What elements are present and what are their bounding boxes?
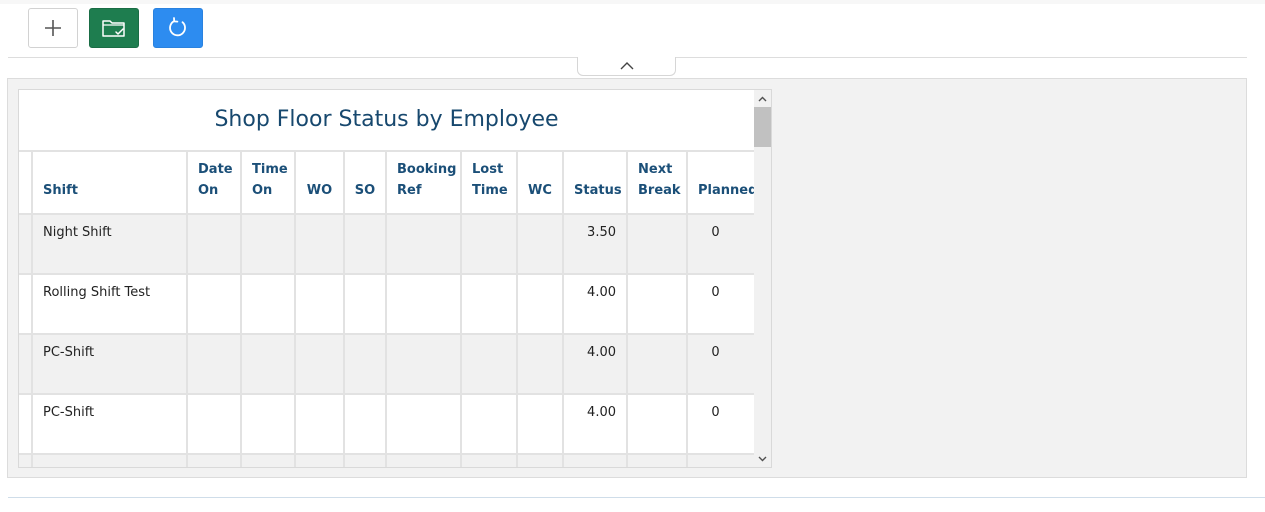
- chevron-down-icon: [758, 456, 767, 461]
- cell-date-on: [186, 273, 242, 335]
- column-header-status[interactable]: Status: [562, 150, 628, 215]
- column-header-shift[interactable]: Shift: [31, 150, 188, 215]
- column-header-next-break[interactable]: Next Break: [626, 150, 688, 215]
- cell-booking-ref: [385, 213, 462, 275]
- plus-icon: [45, 20, 61, 36]
- cell-wc: [516, 273, 564, 335]
- table-row[interactable]: PC-Shift 4.00 0: [19, 333, 754, 395]
- column-header-so[interactable]: SO: [343, 150, 387, 215]
- cell-shift: Night Shift: [31, 213, 188, 275]
- column-header-planned[interactable]: Planned: [686, 150, 754, 215]
- cell-lost-time: [460, 213, 518, 275]
- cell-wo: [294, 273, 345, 335]
- cell-so: [343, 333, 387, 395]
- widget-title: Shop Floor Status by Employee: [19, 90, 754, 152]
- cell-shift: PC-Shift: [31, 333, 188, 395]
- cell-date-on: [186, 213, 242, 275]
- cell-status: 3.50: [562, 213, 628, 275]
- top-strip: [0, 0, 1265, 4]
- cell-wc: [516, 393, 564, 455]
- cell-wo: [294, 393, 345, 455]
- shop-floor-status-widget: Shop Floor Status by Employee Sh: [18, 89, 772, 468]
- cell-so: [343, 273, 387, 335]
- cell-next-break: [626, 333, 688, 395]
- footer-divider: [8, 497, 1265, 498]
- table-row[interactable]: PC-Shift 4.00 0: [19, 393, 754, 455]
- cell-wc: [516, 213, 564, 275]
- cell-time-on: [240, 273, 296, 335]
- cell-booking-ref: [385, 333, 462, 395]
- scrollbar-thumb[interactable]: [754, 107, 771, 147]
- chevron-up-icon: [758, 96, 767, 101]
- cell-booking-ref: [385, 393, 462, 455]
- cell-planned: 0: [686, 333, 754, 395]
- grid-scroll-area[interactable]: Shift Date On Time On WO SO Booking Ref Los…: [19, 150, 754, 467]
- table-row[interactable]: [19, 453, 754, 467]
- cell-shift: PC-Shift: [31, 393, 188, 455]
- cell-status: 4.00: [562, 333, 628, 395]
- column-header-booking-ref[interactable]: Booking Ref: [385, 150, 462, 215]
- scroll-up-button[interactable]: [754, 90, 771, 107]
- cell-wo: [294, 333, 345, 395]
- cell-status: 4.00: [562, 393, 628, 455]
- status-grid: Shift Date On Time On WO SO Booking Ref Los…: [19, 150, 754, 467]
- folder-check-icon: [102, 20, 125, 37]
- cell-lost-time: [460, 333, 518, 395]
- column-header-time-on[interactable]: Time On: [240, 150, 296, 215]
- vertical-scrollbar[interactable]: [754, 90, 771, 467]
- cell-time-on: [240, 333, 296, 395]
- cell-time-on: [240, 393, 296, 455]
- cell-date-on: [186, 393, 242, 455]
- cell-next-break: [626, 213, 688, 275]
- table-row[interactable]: Night Shift 3.50 0: [19, 213, 754, 275]
- cell-wo: [294, 213, 345, 275]
- cell-booking-ref: [385, 273, 462, 335]
- collapse-toggle[interactable]: [577, 57, 676, 76]
- column-header-wo[interactable]: WO: [294, 150, 345, 215]
- column-header-lost-time[interactable]: Lost Time: [460, 150, 518, 215]
- column-header-wc[interactable]: WC: [516, 150, 564, 215]
- cell-shift: Rolling Shift Test: [31, 273, 188, 335]
- refresh-icon: [169, 17, 186, 37]
- cell-so: [343, 393, 387, 455]
- cell-date-on: [186, 333, 242, 395]
- column-header-date-on[interactable]: Date On: [186, 150, 242, 215]
- table-row[interactable]: Rolling Shift Test 4.00 0: [19, 273, 754, 335]
- cell-so: [343, 213, 387, 275]
- cell-time-on: [240, 213, 296, 275]
- scroll-down-button[interactable]: [754, 450, 771, 467]
- cell-status: 4.00: [562, 273, 628, 335]
- cell-next-break: [626, 393, 688, 455]
- refresh-button[interactable]: [153, 8, 203, 48]
- add-button[interactable]: [28, 8, 78, 48]
- cell-wc: [516, 333, 564, 395]
- cell-lost-time: [460, 273, 518, 335]
- cell-planned: 0: [686, 273, 754, 335]
- chevron-up-icon: [620, 62, 633, 70]
- cell-planned: 0: [686, 393, 754, 455]
- cell-next-break: [626, 273, 688, 335]
- cell-lost-time: [460, 393, 518, 455]
- open-folder-button[interactable]: [89, 8, 139, 48]
- cell-planned: 0: [686, 213, 754, 275]
- column-header-hidden: [19, 150, 33, 215]
